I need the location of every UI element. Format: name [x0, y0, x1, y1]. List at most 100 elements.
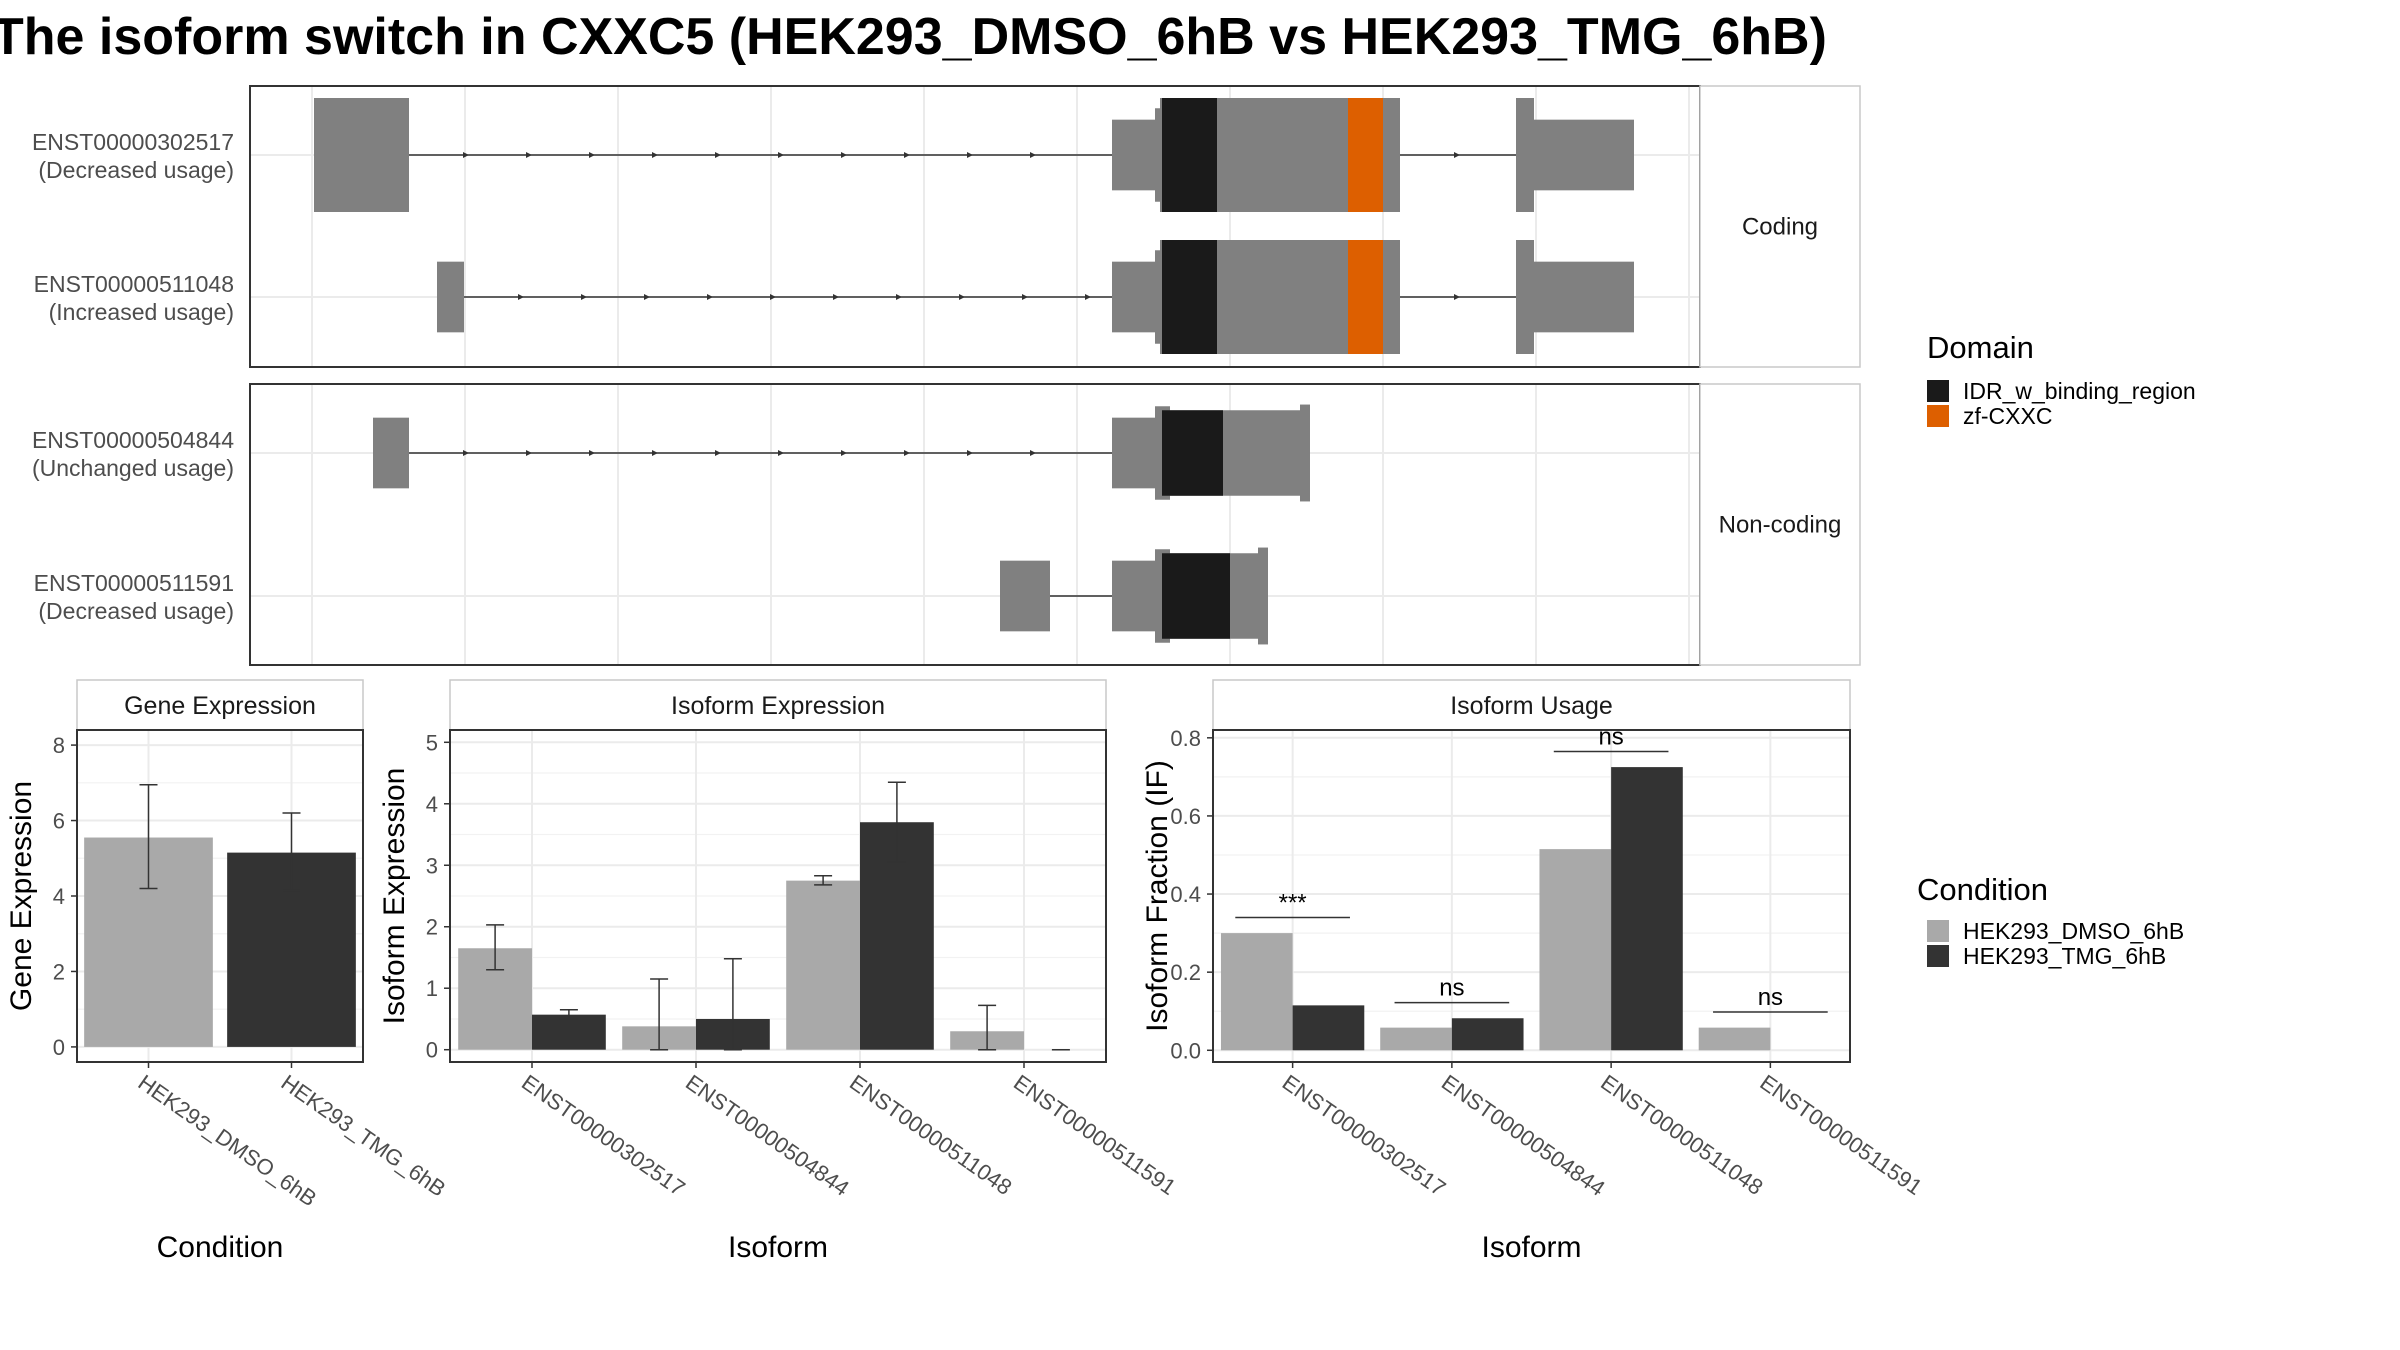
- bar-HEK293_DMSO_6hB-ENST00000511048: [1539, 849, 1612, 1051]
- exon-block: [373, 417, 409, 489]
- domain-legend-label: IDR_w_binding_region: [1963, 378, 2196, 404]
- x-tick-label: ENST00000504844: [681, 1070, 854, 1201]
- exon-block: [1000, 560, 1050, 632]
- strand-arrow: [841, 450, 847, 456]
- strand-arrow: [896, 294, 902, 300]
- x-tick-label: ENST00000302517: [1278, 1070, 1451, 1201]
- y-tick-label: 0.4: [1170, 882, 1201, 907]
- strand-arrow: [967, 152, 973, 158]
- x-tick-label: ENST00000302517: [517, 1070, 690, 1201]
- strand-arrow: [778, 450, 784, 456]
- strand-arrow: [715, 152, 721, 158]
- bar-HEK293_DMSO_6hB-ENST00000302517: [1220, 933, 1293, 1051]
- x-axis-title: Isoform: [728, 1231, 828, 1264]
- strand-arrow: [967, 450, 973, 456]
- transcript-id-label: ENST00000511048: [34, 271, 234, 297]
- bar-chart-panels: Gene Expression02468HEK293_DMSO_6hBHEK29…: [5, 679, 1927, 1264]
- y-tick-label: 0.0: [1170, 1038, 1201, 1063]
- y-tick-label: 2: [426, 915, 438, 940]
- condition-legend-title: Condition: [1917, 872, 2048, 907]
- significance-label: ns: [1439, 975, 1464, 1002]
- y-tick-label: 0.8: [1170, 726, 1201, 751]
- transcript-usage-label: (Decreased usage): [38, 598, 234, 624]
- y-tick-label: 1: [426, 976, 438, 1001]
- exon-block: [1534, 119, 1634, 191]
- idr-domain: [1162, 240, 1217, 354]
- condition-legend-swatch: [1927, 920, 1949, 942]
- exon-block: [1112, 261, 1160, 333]
- exon-block: [1534, 261, 1634, 333]
- panel-title: Isoform Expression: [671, 692, 885, 720]
- strand-arrow: [589, 450, 595, 456]
- idr-domain: [1162, 553, 1230, 639]
- strand-arrow: [904, 152, 910, 158]
- panel-border: [1212, 729, 1851, 1063]
- transcript-structure-panel: ENST00000302517(Decreased usage)ENST0000…: [32, 85, 1861, 666]
- condition-legend-swatch: [1927, 945, 1949, 967]
- structure-facet-2: ENST00000504844(Unchanged usage) ENST0000…: [32, 383, 1861, 666]
- y-tick-label: 0.6: [1170, 804, 1201, 829]
- y-axis-title: Isoform Fraction (IF): [1141, 760, 1174, 1032]
- x-tick-label: ENST00000511048: [1596, 1070, 1767, 1200]
- strand-arrow: [841, 152, 847, 158]
- transcript-usage-label: (Unchanged usage): [32, 455, 234, 481]
- strand-arrow: [518, 294, 524, 300]
- strand-arrow: [1454, 152, 1460, 158]
- y-axis-title: Gene Expression: [5, 781, 38, 1011]
- y-tick-label: 4: [53, 884, 65, 909]
- structure-facet-1: ENST00000302517(Decreased usage) ENST0000…: [32, 85, 1861, 368]
- strand-arrow: [526, 450, 532, 456]
- facet-strip: [1699, 85, 1861, 368]
- y-tick-label: 0.2: [1170, 960, 1201, 985]
- panel-strip: [1212, 679, 1851, 731]
- y-tick-label: 2: [53, 959, 65, 984]
- x-axis-title: Isoform: [1481, 1231, 1581, 1264]
- significance-label: ns: [1758, 984, 1783, 1011]
- strand-arrow: [1454, 294, 1460, 300]
- strand-arrow: [904, 450, 910, 456]
- y-tick-label: 0: [53, 1035, 65, 1060]
- y-tick-label: 6: [53, 809, 65, 834]
- exon-block: [1112, 417, 1160, 489]
- exon-block: [1516, 98, 1534, 212]
- exon-block: [1516, 240, 1534, 354]
- domain-legend-label: zf-CXXC: [1963, 403, 2052, 429]
- exon-block: [1112, 560, 1160, 632]
- significance-label: ns: [1598, 723, 1623, 750]
- strand-arrow: [644, 294, 650, 300]
- y-axis-title: Isoform Expression: [378, 768, 411, 1025]
- transcript-id-label: ENST00000302517: [32, 129, 234, 155]
- exon-block: [437, 261, 464, 333]
- bar-HEK293_DMSO_6hB-ENST00000511048: [786, 880, 860, 1050]
- transcript-usage-label: (Decreased usage): [38, 157, 234, 183]
- y-tick-label: 0: [426, 1038, 438, 1063]
- x-axis-title: Condition: [157, 1231, 284, 1264]
- panel-title: Isoform Usage: [1450, 692, 1613, 720]
- domain-legend-swatch: [1927, 380, 1949, 402]
- zf-cxxc-domain: [1348, 98, 1383, 212]
- facet-strip-label: Coding: [1742, 214, 1818, 241]
- bar-HEK293_TMG_6hB-ENST00000302517: [532, 1014, 606, 1050]
- condition-legend-label: HEK293_TMG_6hB: [1963, 943, 2166, 969]
- exon-block: [1258, 547, 1268, 645]
- figure-title: The isoform switch in CXXC5 (HEK293_DMSO…: [0, 8, 1827, 66]
- y-tick-label: 4: [426, 792, 438, 817]
- exon-block: [1300, 404, 1310, 502]
- y-tick-label: 8: [53, 733, 65, 758]
- panel-border: [449, 729, 1107, 1063]
- panel-title: Gene Expression: [124, 692, 316, 720]
- exon-block: [1112, 119, 1160, 191]
- strand-arrow: [589, 152, 595, 158]
- y-tick-label: 3: [426, 853, 438, 878]
- strand-arrow: [1030, 152, 1036, 158]
- strand-arrow: [526, 152, 532, 158]
- bar-HEK293_DMSO_6hB-ENST00000511591: [1698, 1027, 1771, 1051]
- x-tick-label: ENST00000511591: [1756, 1070, 1927, 1200]
- exon-block: [314, 98, 409, 212]
- bar-HEK293_DMSO_6hB-ENST00000504844: [1380, 1027, 1452, 1051]
- y-tick-label: 5: [426, 730, 438, 755]
- idr-domain: [1162, 410, 1223, 496]
